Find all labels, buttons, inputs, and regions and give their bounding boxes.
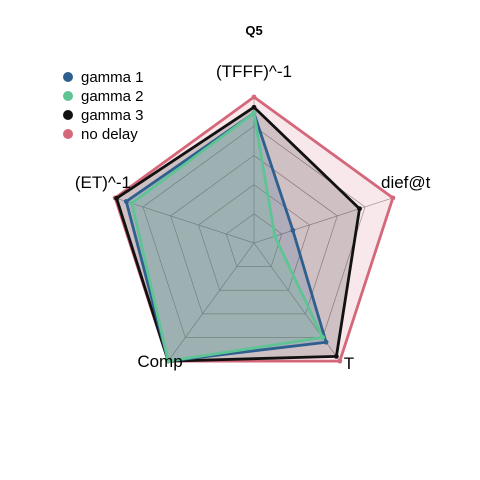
data-point-no-delay-3 — [337, 358, 343, 364]
legend-marker-gamma-3 — [63, 110, 73, 120]
data-point-gamma-2-5 — [129, 200, 135, 206]
data-point-gamma-1-5 — [123, 199, 129, 204]
series-gamma-2 — [129, 110, 326, 364]
legend-label-no-delay: no delay — [81, 126, 138, 143]
radar-series-group — [112, 94, 396, 364]
data-point-gamma-3-5 — [114, 195, 119, 201]
axis-labels: (TFFF)^-1 dief@t T Comp (ET)^-1 — [75, 62, 431, 373]
data-point-gamma-3-2 — [357, 206, 362, 212]
grid-ring-1 — [225, 213, 283, 267]
grid-spoke-2 — [253, 197, 393, 244]
series-area-gamma-2 — [130, 111, 325, 363]
data-point-gamma-1-2 — [290, 227, 296, 233]
legend-marker-gamma-1 — [63, 72, 73, 82]
legend-marker-no-delay — [63, 129, 73, 139]
legend-label-gamma-3: gamma 3 — [81, 107, 144, 124]
legend: gamma 1 gamma 2 gamma 3 no delay — [63, 69, 144, 143]
legend-label-gamma-2: gamma 2 — [81, 88, 144, 105]
series-area-gamma-1 — [124, 111, 328, 363]
axis-label-1: (TFFF)^-1 — [216, 62, 292, 81]
axis-label-5: (ET)^-1 — [75, 173, 131, 192]
data-point-gamma-2-3 — [320, 335, 326, 340]
legend-marker-gamma-2 — [63, 91, 73, 101]
axis-label-2: dief@t — [381, 173, 431, 192]
grid-spoke-5 — [115, 197, 255, 244]
data-point-gamma-3-1 — [251, 104, 257, 110]
grid-spoke-4 — [167, 242, 255, 362]
data-point-gamma-3-3 — [333, 353, 339, 359]
data-point-no-delay-2 — [390, 195, 396, 201]
data-point-no-delay-1 — [251, 94, 257, 100]
data-point-gamma-2-4 — [165, 358, 171, 364]
legend-label-gamma-1: gamma 1 — [81, 69, 144, 86]
axis-label-3: T — [344, 354, 354, 373]
data-point-gamma-1-3 — [323, 339, 329, 345]
data-point-gamma-2-1 — [251, 110, 257, 116]
grid-ring-3 — [170, 154, 338, 315]
data-point-gamma-2-2 — [272, 233, 278, 239]
chart-title: Q5 — [245, 23, 262, 38]
grid-ring-2 — [198, 184, 310, 291]
axis-label-4: Comp — [137, 352, 182, 371]
grid-ring-4 — [142, 125, 366, 338]
